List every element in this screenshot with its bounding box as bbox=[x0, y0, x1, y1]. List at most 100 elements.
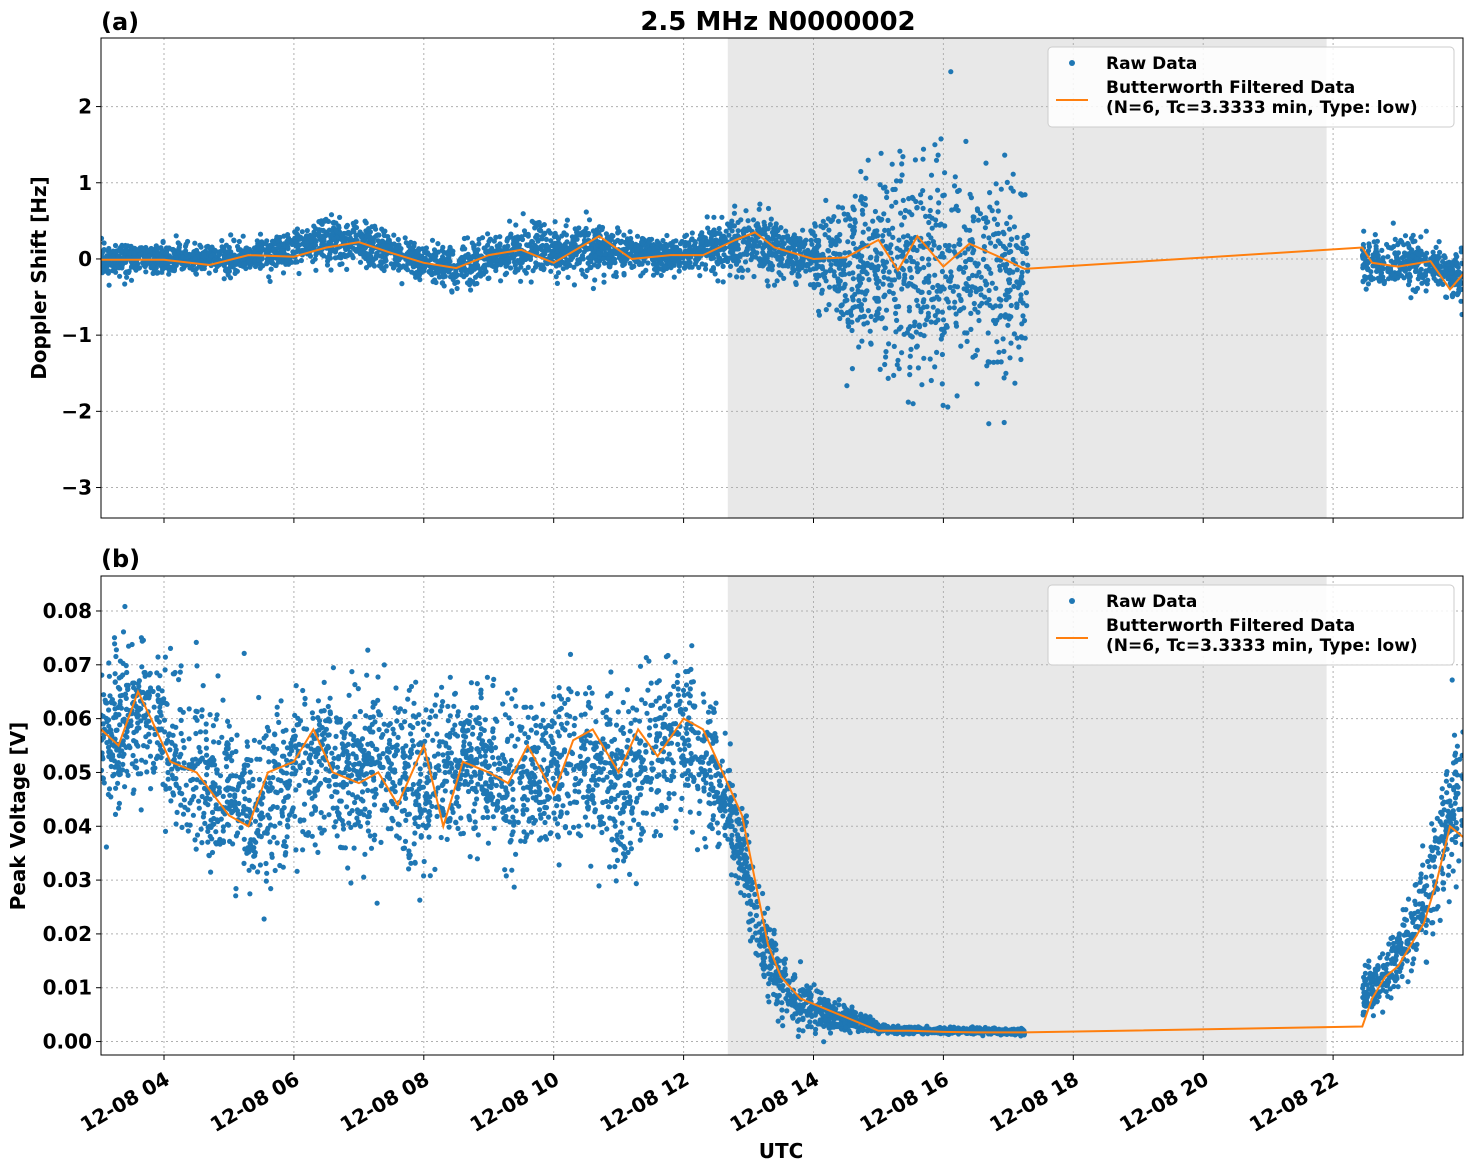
raw-data-point bbox=[712, 271, 718, 277]
raw-data-point bbox=[520, 763, 526, 769]
raw-data-point bbox=[978, 274, 984, 280]
raw-data-point bbox=[1011, 331, 1018, 337]
raw-data-point bbox=[154, 270, 160, 276]
raw-data-point bbox=[328, 267, 334, 273]
raw-data-point bbox=[946, 248, 953, 254]
raw-data-point bbox=[507, 234, 513, 240]
raw-data-point bbox=[601, 260, 608, 266]
raw-data-point bbox=[1413, 267, 1419, 273]
raw-data-point bbox=[449, 289, 455, 295]
raw-data-point bbox=[1402, 233, 1409, 239]
raw-data-point bbox=[171, 268, 177, 274]
raw-data-point bbox=[666, 795, 672, 802]
raw-data-point bbox=[536, 219, 542, 226]
raw-data-point bbox=[1448, 279, 1455, 285]
raw-data-point bbox=[1005, 322, 1011, 328]
raw-data-point bbox=[586, 783, 592, 790]
raw-data-point bbox=[546, 228, 552, 234]
raw-data-point bbox=[850, 276, 857, 282]
raw-data-point bbox=[313, 238, 319, 244]
raw-data-point bbox=[856, 273, 862, 279]
raw-data-point bbox=[371, 263, 377, 269]
raw-data-point bbox=[894, 362, 900, 368]
raw-data-point bbox=[882, 325, 888, 331]
raw-data-point bbox=[293, 787, 299, 793]
raw-data-point bbox=[862, 221, 868, 227]
raw-data-point bbox=[868, 313, 874, 320]
raw-data-point bbox=[269, 258, 275, 264]
raw-data-point bbox=[252, 257, 258, 263]
raw-data-point bbox=[266, 745, 272, 752]
raw-data-point bbox=[765, 205, 772, 212]
raw-data-point bbox=[771, 282, 778, 288]
raw-data-point bbox=[893, 199, 899, 205]
raw-data-point bbox=[1392, 250, 1398, 256]
raw-data-point bbox=[395, 236, 401, 243]
raw-data-point bbox=[1004, 220, 1010, 227]
raw-data-point bbox=[452, 722, 458, 728]
raw-data-point bbox=[996, 296, 1002, 302]
raw-data-point bbox=[826, 284, 833, 290]
raw-data-point bbox=[899, 222, 905, 228]
raw-data-point bbox=[850, 297, 856, 303]
raw-data-point bbox=[852, 219, 858, 225]
raw-data-point bbox=[796, 260, 802, 266]
raw-data-point bbox=[788, 239, 794, 245]
raw-data-point bbox=[101, 270, 105, 276]
raw-data-point bbox=[421, 719, 427, 725]
raw-data-point bbox=[998, 186, 1004, 192]
raw-data-point bbox=[395, 734, 401, 741]
raw-data-point bbox=[923, 275, 929, 282]
raw-data-point bbox=[413, 274, 419, 280]
raw-data-point bbox=[715, 261, 721, 267]
raw-data-point bbox=[312, 242, 319, 248]
raw-data-point bbox=[319, 251, 325, 257]
raw-data-point bbox=[554, 280, 561, 286]
raw-data-point bbox=[548, 268, 554, 274]
raw-data-point bbox=[956, 308, 963, 314]
raw-data-point bbox=[941, 192, 947, 198]
raw-data-point bbox=[862, 195, 868, 202]
raw-data-point bbox=[422, 249, 428, 255]
raw-data-point bbox=[539, 234, 545, 240]
raw-data-point bbox=[899, 350, 905, 356]
raw-data-point bbox=[697, 798, 703, 804]
raw-data-point bbox=[608, 669, 614, 675]
raw-data-point bbox=[576, 225, 582, 231]
raw-data-point bbox=[485, 814, 491, 821]
panel-b-ylabel: Peak Voltage [V] bbox=[6, 722, 30, 911]
raw-data-point bbox=[997, 314, 1003, 320]
raw-data-point bbox=[769, 266, 775, 272]
raw-data-point bbox=[806, 250, 812, 256]
raw-data-point bbox=[231, 237, 237, 243]
raw-data-point bbox=[363, 713, 369, 719]
raw-data-point bbox=[362, 851, 368, 857]
raw-data-point bbox=[586, 230, 592, 237]
raw-data-point bbox=[603, 231, 610, 237]
raw-data-point bbox=[882, 184, 888, 190]
raw-data-point bbox=[907, 353, 913, 359]
raw-data-point bbox=[987, 190, 993, 196]
raw-data-point bbox=[294, 226, 300, 232]
raw-data-point bbox=[1015, 244, 1021, 251]
raw-data-point bbox=[679, 238, 685, 245]
raw-data-point bbox=[462, 246, 468, 252]
raw-data-point bbox=[618, 239, 624, 246]
raw-data-point bbox=[1020, 260, 1026, 266]
raw-data-point bbox=[915, 288, 921, 294]
raw-data-point bbox=[607, 237, 613, 243]
raw-data-point bbox=[257, 231, 264, 237]
raw-data-point bbox=[790, 259, 796, 265]
raw-data-point bbox=[157, 245, 163, 251]
raw-data-point bbox=[440, 254, 446, 260]
raw-data-point bbox=[852, 291, 858, 297]
raw-data-point bbox=[903, 258, 910, 264]
raw-data-point bbox=[135, 247, 141, 253]
raw-data-point bbox=[781, 241, 787, 247]
raw-data-point bbox=[914, 204, 920, 211]
raw-data-point bbox=[285, 232, 291, 238]
raw-data-point bbox=[1016, 344, 1022, 350]
raw-data-point bbox=[952, 174, 958, 180]
raw-data-point bbox=[898, 324, 904, 330]
raw-data-point bbox=[917, 243, 923, 249]
